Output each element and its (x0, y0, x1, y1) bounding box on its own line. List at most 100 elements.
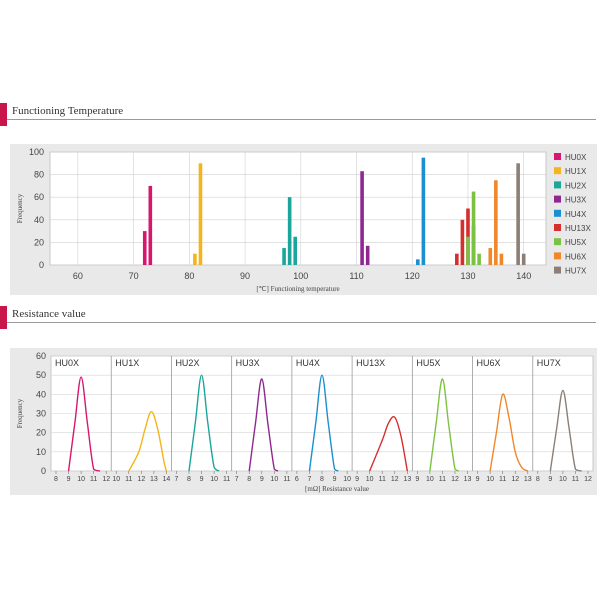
res-x-tick-label: 7 (235, 476, 239, 483)
res-x-tick-label: 8 (536, 476, 540, 483)
temp-x-tick-label: 140 (516, 271, 531, 281)
temp-legend-swatch (554, 181, 561, 189)
temp-x-tick-label: 90 (240, 271, 250, 281)
temp-x-tick-label: 100 (293, 271, 308, 281)
res-panel-title: HU7X (537, 358, 561, 368)
temp-x-tick-label: 120 (405, 271, 420, 281)
res-x-tick-label: 12 (137, 476, 145, 483)
temp-x-tick-label: 70 (129, 271, 139, 281)
section-divider (7, 322, 596, 323)
temp-legend-swatch (554, 252, 561, 260)
res-x-tick-label: 7 (174, 476, 178, 483)
temp-bar (477, 253, 481, 265)
res-x-tick-label: 12 (511, 476, 519, 483)
res-x-tick-label: 11 (283, 476, 290, 483)
temp-legend-label: HU3X (565, 196, 587, 205)
res-x-tick-label: 11 (439, 476, 446, 483)
res-x-tick-label: 12 (584, 476, 592, 483)
temp-bar (466, 236, 470, 265)
res-x-tick-label: 10 (559, 476, 567, 483)
res-x-tick-label: 6 (295, 476, 299, 483)
temp-chart: 0 20 40 60 80 100 60 70 80 90 100 110 120 130 140 Frequ… (16, 147, 591, 293)
res-x-tick-label: 8 (247, 476, 251, 483)
temp-bar (365, 245, 370, 265)
res-panel-title: HU5X (416, 358, 440, 368)
res-y-axis-label: Frequency (16, 398, 24, 428)
res-curve (308, 374, 339, 472)
temp-y-tick-label: 0 (39, 260, 44, 270)
res-x-axis-label: [mΩ] Resistance value (305, 485, 369, 493)
temp-chart-panel: 0 20 40 60 80 100 60 70 80 90 100 110 120 130 140 Frequ… (10, 144, 597, 295)
temp-bar (499, 253, 504, 265)
temp-legend-label: HU1X (565, 167, 587, 176)
res-x-tick-label: 7 (307, 476, 311, 483)
res-curve (549, 389, 582, 472)
res-x-tick-label: 12 (451, 476, 459, 483)
res-panel-title: HU3X (236, 358, 260, 368)
temp-bar (521, 253, 526, 265)
temp-legend-swatch (554, 224, 561, 231)
res-x-tick-label: 13 (464, 476, 472, 483)
res-y-tick-label: 20 (36, 428, 46, 438)
temp-bar (516, 163, 520, 265)
temp-x-axis-label: [℃] Functioning temperature (256, 285, 339, 293)
temp-bar (198, 163, 203, 265)
res-section-title: Resistance value (12, 308, 86, 320)
res-x-tick-label: 11 (499, 476, 506, 483)
res-curve (429, 378, 460, 472)
temp-bar (148, 185, 153, 265)
temp-legend-label: HU7X (565, 267, 587, 276)
res-x-tick-label: 10 (270, 476, 278, 483)
res-x-tick-label: 12 (102, 476, 110, 483)
res-y-tick-label: 60 (36, 351, 46, 361)
res-x-tick-label: 10 (210, 476, 218, 483)
res-x-tick-label: 8 (54, 476, 58, 483)
res-y-tick-label: 30 (36, 409, 46, 419)
res-curve (248, 378, 279, 472)
temp-bar (193, 253, 197, 265)
res-x-tick-label: 12 (391, 476, 399, 483)
temp-bar (360, 171, 364, 265)
res-x-tick-label: 10 (112, 476, 120, 483)
temp-legend-swatch (554, 167, 561, 175)
res-x-tick-label: 11 (379, 476, 386, 483)
res-panel-title: HU2X (175, 358, 199, 368)
temp-section-header: Functioning Temperature (0, 103, 600, 127)
section-accent-bar (0, 103, 7, 126)
temp-y-tick-label: 60 (34, 192, 44, 202)
res-panel-title: HU6X (477, 358, 501, 368)
temp-legend-label: HU5X (565, 238, 587, 247)
res-chart: 0 10 20 30 40 50 60 Frequency [mΩ] Resistance va… (16, 351, 594, 493)
temp-legend-swatch (554, 266, 561, 274)
temp-legend-label: HU0X (565, 153, 587, 162)
temp-x-tick-label: 110 (349, 271, 363, 281)
temp-legend-swatch (554, 238, 561, 246)
res-x-tick-label: 9 (200, 476, 204, 483)
temp-bar (282, 248, 286, 265)
res-y-tick-label: 0 (41, 466, 46, 476)
temp-legend-label: HU2X (565, 181, 587, 190)
temp-bar (460, 219, 465, 265)
temp-legend-swatch (554, 153, 561, 160)
res-curve (188, 374, 220, 472)
temp-bar (416, 259, 420, 265)
temp-bar (488, 248, 493, 265)
temp-y-tick-label: 20 (34, 237, 44, 247)
temp-y-tick-label: 40 (34, 215, 44, 225)
temp-bar (287, 197, 292, 265)
res-curve (128, 410, 168, 472)
section-accent-bar (0, 306, 7, 329)
res-x-tick-label: 14 (163, 476, 171, 483)
temp-bar (471, 191, 476, 265)
res-x-tick-label: 10 (366, 476, 374, 483)
res-x-tick-label: 9 (476, 476, 480, 483)
temp-bar (421, 157, 426, 265)
res-x-tick-label: 9 (415, 476, 419, 483)
res-panel-title: HU4X (296, 358, 320, 368)
temp-bar (142, 231, 147, 265)
temp-x-tick-label: 60 (73, 271, 83, 281)
res-curve (489, 393, 529, 472)
res-x-tick-label: 9 (67, 476, 71, 483)
temp-x-tick-label: 130 (460, 271, 475, 281)
res-x-tick-label: 11 (223, 476, 230, 483)
